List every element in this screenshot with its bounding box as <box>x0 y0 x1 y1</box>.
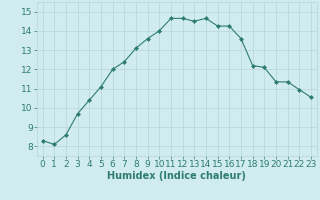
X-axis label: Humidex (Indice chaleur): Humidex (Indice chaleur) <box>108 171 246 181</box>
